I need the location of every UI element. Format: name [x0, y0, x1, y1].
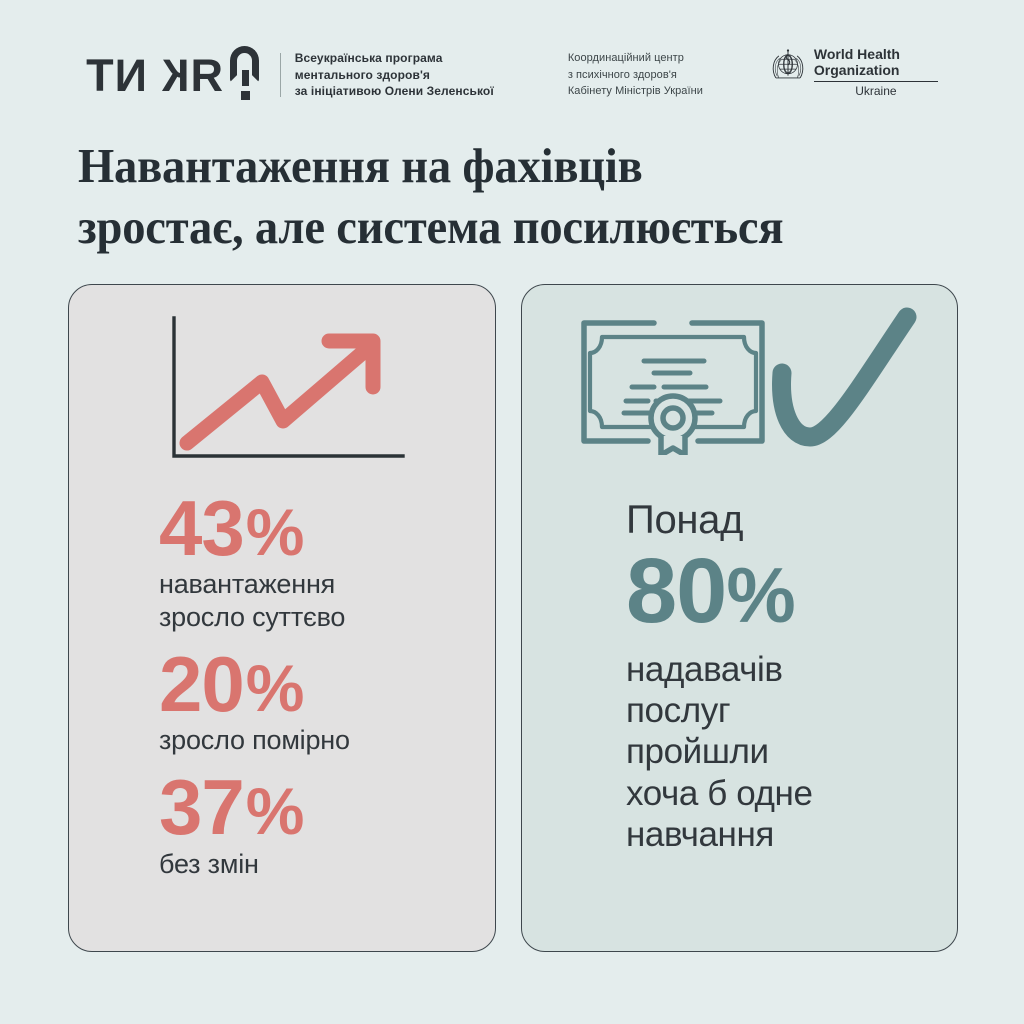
- card-training: Понад 80% надавачів послуг пройшли хоча …: [521, 284, 958, 952]
- who-logo: World Health Organization Ukraine: [769, 44, 938, 98]
- card-workload: 43% навантаження зросло суттєво 20% зрос…: [68, 284, 496, 952]
- stat-label: надавачів послуг пройшли хоча б одне нав…: [626, 649, 813, 855]
- rising-arrow-chart-icon: [172, 316, 405, 458]
- stat-value: 43%: [159, 484, 304, 572]
- checkmark-icon: [772, 307, 917, 447]
- stats-list: 43% навантаження зросло суттєво 20% зрос…: [159, 484, 489, 880]
- page-title: Навантаження на фахівців зростає, але си…: [78, 138, 784, 254]
- stat-label: навантаження зросло суттєво: [159, 569, 346, 632]
- who-rule: [813, 81, 938, 83]
- wordmark-yak: ЯК: [160, 49, 223, 101]
- stat-value: 37%: [159, 763, 304, 852]
- stat-item: 43% навантаження зросло суттєво: [159, 484, 489, 633]
- stat-item: 37% без змін: [159, 763, 489, 880]
- stat-value: 80%: [626, 540, 796, 642]
- stat-label: зросло помірно: [159, 725, 350, 756]
- wordmark-ti: ТИ: [86, 49, 148, 101]
- stat-value: 20%: [159, 639, 304, 728]
- stat-prefix: Понад: [626, 498, 744, 542]
- who-country: Ukraine: [855, 84, 897, 99]
- brand-divider: [279, 53, 281, 97]
- brand-tagline: Всеукраїнська програма ментального здоро…: [294, 51, 494, 99]
- who-name: World Health Organization: [813, 46, 900, 79]
- certificate-icon: [581, 320, 765, 455]
- stat-label: без змін: [159, 848, 259, 879]
- coordination-center-text: Координаційний центр з психічного здоров…: [567, 52, 703, 98]
- ti-yak-wordmark: ТИ ЯК: [86, 46, 262, 104]
- question-mark-icon: [228, 46, 262, 104]
- header-logo-strip: ТИ ЯК Всеукраїнська програма ментального…: [0, 44, 1024, 122]
- training-stat-block: Понад 80% надавачів послуг пройшли хоча …: [626, 499, 936, 855]
- ti-yak-brand: ТИ ЯК Всеукраїнська програма ментального…: [86, 44, 494, 106]
- who-emblem-icon: [772, 49, 804, 79]
- stat-item: 20% зросло помірно: [159, 639, 489, 757]
